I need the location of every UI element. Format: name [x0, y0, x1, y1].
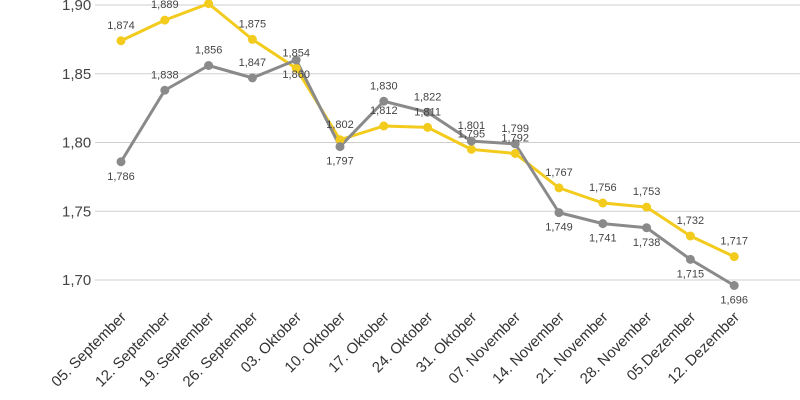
data-label: 1,874	[107, 20, 135, 32]
data-point	[685, 231, 695, 241]
y-tick-label: 1,90	[62, 0, 91, 14]
data-label: 1,847	[239, 57, 267, 69]
y-tick-label: 1,80	[62, 135, 91, 152]
data-point	[510, 149, 520, 158]
data-point	[642, 223, 652, 233]
data-label: 1,799	[501, 123, 529, 135]
data-point	[204, 61, 214, 70]
data-point	[554, 183, 564, 193]
data-label: 1,715	[677, 268, 705, 280]
data-point	[116, 157, 126, 167]
data-label: 1,811	[414, 106, 441, 118]
data-point	[685, 254, 695, 264]
data-point	[598, 198, 608, 208]
data-label: 1,801	[458, 120, 486, 132]
data-point	[379, 121, 389, 131]
data-label: 1,717	[720, 236, 748, 248]
data-label: 1,749	[545, 222, 573, 234]
data-label: 1,753	[633, 186, 661, 198]
data-label: 1,838	[151, 69, 179, 81]
data-labels: 1,8741,8891,9011,8751,8541,8021,8121,811…	[107, 0, 748, 307]
data-label: 1,732	[677, 215, 705, 227]
data-point	[729, 281, 739, 290]
data-point	[291, 55, 301, 65]
data-point	[160, 85, 170, 95]
data-label: 1,889	[151, 0, 179, 11]
data-point	[379, 96, 389, 106]
data-label: 1,738	[633, 237, 661, 249]
y-tick-label: 1,85	[62, 66, 91, 83]
data-label: 1,830	[370, 80, 398, 92]
data-label: 1,822	[414, 91, 442, 103]
data-point	[423, 122, 433, 132]
data-point	[247, 73, 257, 83]
y-tick-label: 1,70	[62, 272, 91, 289]
y-axis-ticks: 1,70 1,75 1,80 1,85 1,90	[62, 0, 91, 289]
data-label: 1,767	[545, 167, 573, 179]
data-point	[510, 139, 520, 149]
data-point	[291, 63, 301, 73]
data-label: 1,741	[589, 233, 617, 245]
data-label: 1,797	[326, 156, 354, 168]
data-point	[160, 15, 170, 25]
data-point	[335, 135, 345, 145]
data-point	[642, 202, 652, 212]
x-tick-label: 05. September	[48, 309, 130, 391]
data-point	[466, 144, 476, 154]
data-label: 1,812	[370, 105, 398, 117]
data-point	[204, 0, 214, 9]
data-label: 1,856	[195, 45, 223, 57]
data-label: 1,802	[326, 119, 354, 131]
data-label: 1,792	[501, 133, 529, 145]
y-tick-label: 1,75	[62, 203, 91, 220]
data-label: 1,860	[282, 69, 310, 81]
data-label: 1,875	[239, 18, 267, 30]
data-point	[554, 208, 564, 218]
data-label: 1,696	[720, 295, 748, 307]
data-point	[729, 252, 739, 262]
data-point	[598, 219, 608, 229]
data-point	[335, 142, 345, 152]
data-label: 1,756	[589, 182, 617, 194]
data-point	[247, 34, 257, 44]
data-point	[423, 107, 433, 117]
data-label: 1,854	[282, 47, 310, 59]
data-label: 1,786	[107, 171, 135, 183]
data-points	[116, 0, 739, 290]
data-point	[116, 36, 126, 46]
data-point	[466, 136, 476, 146]
data-label: 1,795	[458, 128, 486, 140]
